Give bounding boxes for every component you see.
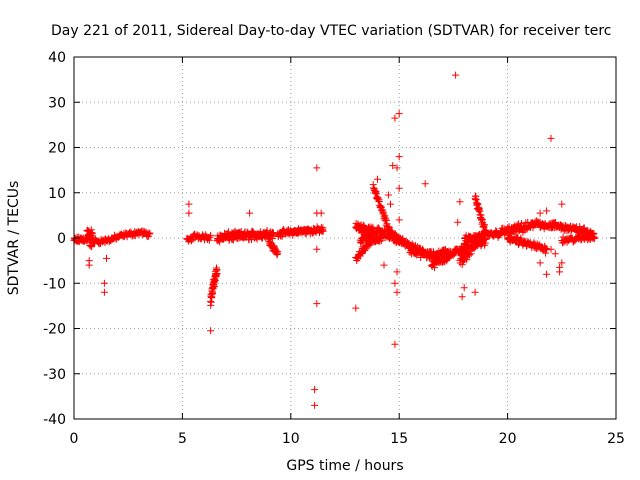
data-point xyxy=(100,279,108,287)
data-point xyxy=(556,268,564,276)
data-point xyxy=(421,180,429,188)
data-point xyxy=(89,229,97,237)
data-point xyxy=(395,216,403,224)
data-point xyxy=(395,184,403,192)
data-point xyxy=(395,153,403,161)
data-point xyxy=(319,227,327,235)
data-point xyxy=(467,250,475,258)
data-point xyxy=(590,234,598,242)
data-point xyxy=(85,261,93,269)
data-point xyxy=(88,230,95,238)
data-point xyxy=(207,327,215,335)
x-tick-label: 25 xyxy=(607,431,625,447)
x-tick-label: 15 xyxy=(390,431,408,447)
data-point xyxy=(103,254,110,262)
data-point xyxy=(371,189,379,197)
y-axis-label: SDTVAR / TECUs xyxy=(6,181,22,296)
data-point xyxy=(466,251,473,259)
data-point xyxy=(188,237,196,245)
x-axis-label: GPS time / hours xyxy=(286,458,403,474)
data-point xyxy=(100,288,108,296)
data-point xyxy=(547,134,555,142)
data-point xyxy=(185,209,193,217)
data-point xyxy=(213,270,221,278)
data-point xyxy=(317,209,325,217)
data-point xyxy=(471,288,479,296)
data-point xyxy=(393,288,401,296)
y-tick-label: -40 xyxy=(43,412,66,428)
data-point xyxy=(590,233,598,241)
x-tick-label: 20 xyxy=(499,431,517,447)
data-point xyxy=(543,270,551,278)
data-point xyxy=(558,259,566,267)
data-point xyxy=(313,164,321,172)
data-point xyxy=(391,114,399,122)
data-point xyxy=(210,282,218,290)
x-tick-label: 0 xyxy=(70,431,79,447)
data-point xyxy=(185,200,193,208)
data-point xyxy=(458,293,466,301)
data-point xyxy=(205,236,213,244)
x-tick-label: 5 xyxy=(178,431,187,447)
data-point xyxy=(570,238,578,246)
data-point xyxy=(481,221,488,229)
data-point xyxy=(384,191,392,199)
data-point xyxy=(452,71,460,79)
grid xyxy=(74,57,616,419)
y-tick-label: 40 xyxy=(48,50,66,66)
y-tick-label: -10 xyxy=(43,276,66,292)
data-point xyxy=(313,300,321,308)
data-point xyxy=(207,231,215,239)
data-point xyxy=(387,200,394,208)
data-point xyxy=(454,218,462,226)
data-point xyxy=(456,198,464,206)
y-tick-label: -20 xyxy=(43,322,66,338)
data-point xyxy=(551,250,559,258)
x-tick-label: 10 xyxy=(282,431,300,447)
data-point xyxy=(393,268,401,276)
chart-title: Day 221 of 2011, Sidereal Day-to-day VTE… xyxy=(51,23,611,39)
data-point xyxy=(212,273,220,281)
data-point xyxy=(268,235,276,242)
data-point xyxy=(558,200,566,208)
y-tick-label: -30 xyxy=(43,367,66,383)
data-point xyxy=(246,209,254,217)
x-tick-labels: 0 5 10 15 20 25 xyxy=(70,431,625,447)
data-point xyxy=(206,233,214,241)
axis-ticks xyxy=(73,56,617,420)
y-tick-labels: -40 -30 -20 -10 0 10 20 30 40 xyxy=(43,50,66,428)
data-point xyxy=(463,256,471,264)
y-tick-label: 0 xyxy=(57,231,66,247)
y-tick-label: 30 xyxy=(48,95,66,111)
data-point xyxy=(146,229,154,237)
data-point xyxy=(352,304,360,312)
data-point xyxy=(391,279,399,287)
data-point xyxy=(547,245,555,253)
data-point xyxy=(395,110,403,118)
y-tick-label: 20 xyxy=(48,141,66,157)
data-point xyxy=(391,340,399,348)
data-point xyxy=(374,175,381,183)
data-point xyxy=(311,386,319,394)
data-point xyxy=(460,284,468,292)
data-point xyxy=(393,164,401,172)
data-point xyxy=(536,209,544,217)
data-point xyxy=(384,227,392,235)
data-points xyxy=(70,71,598,409)
data-point xyxy=(311,401,319,409)
data-point xyxy=(389,162,397,170)
data-point xyxy=(380,261,388,269)
data-point xyxy=(274,248,282,256)
y-tick-label: 10 xyxy=(48,186,66,202)
data-point xyxy=(145,230,153,238)
data-point xyxy=(543,207,551,215)
data-point xyxy=(313,245,321,253)
data-point xyxy=(536,259,544,267)
